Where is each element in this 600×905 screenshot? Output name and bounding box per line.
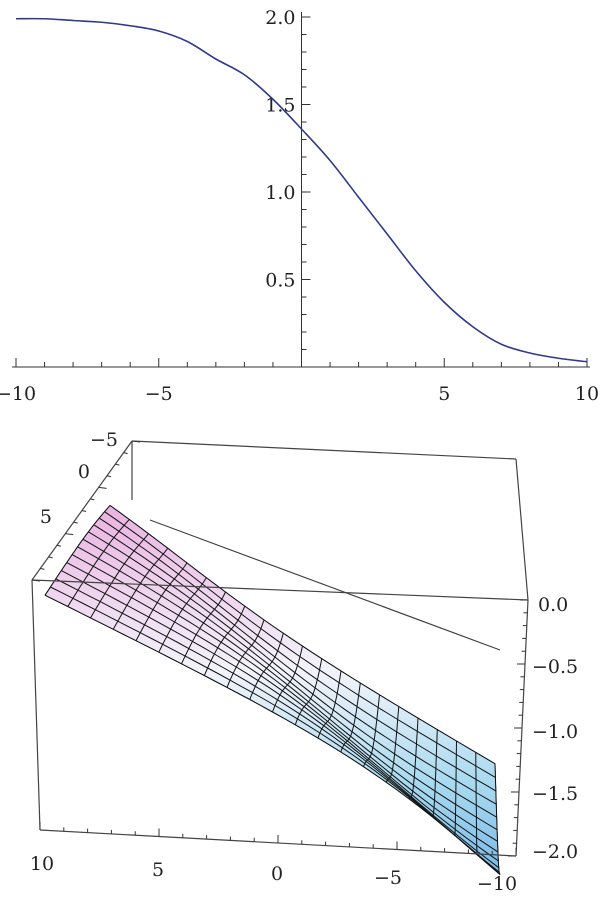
mesh-line-x <box>66 562 499 862</box>
surface-tick <box>115 463 120 466</box>
y-tick-label: 0.5 <box>265 270 295 292</box>
y-tick-label: 1.0 <box>265 182 295 204</box>
surface-z-tick-label: −0.5 <box>532 656 578 678</box>
box-edge-back-inner <box>149 519 501 651</box>
surface-x-tick-labels: 10 5 0 −5 −10 <box>30 853 517 895</box>
mesh-line-x <box>88 531 497 818</box>
surface-x-tick-label: 0 <box>271 863 283 885</box>
surface-tick <box>131 440 141 443</box>
x-tick-label: −5 <box>145 383 173 405</box>
mesh-line-x <box>104 511 496 778</box>
line-chart: −10 −5 5 10 0.5 1.0 1.5 2.0 <box>0 7 599 405</box>
x-minor-ticks <box>15 358 588 367</box>
box-edge-back-right <box>515 458 529 601</box>
surface-tick <box>48 556 53 559</box>
surface-tick <box>73 521 78 524</box>
surface-chart: 10 5 0 −5 −10 −5 0 5 0.0 −0.5 −1.0 −1.5 … <box>30 429 578 895</box>
surface-y-tick-labels: −5 0 5 <box>40 429 118 528</box>
surface-tick <box>90 498 95 501</box>
surface-z-tick-label: 0.0 <box>538 594 568 616</box>
surface-x-tick-label: −10 <box>477 873 517 895</box>
y-tick-label: 2.0 <box>265 7 295 29</box>
x-tick-labels: −10 −5 5 10 <box>0 383 599 405</box>
surface-x-tick-label: 10 <box>30 853 54 875</box>
mesh-line-x <box>109 504 496 765</box>
surface-z-tick-label: −1.0 <box>532 721 578 743</box>
mesh-line-x <box>71 554 499 853</box>
box-edge-front-left <box>31 579 41 831</box>
surface-y-tick-label: 5 <box>40 506 52 528</box>
surface-y-tick-label: 0 <box>78 461 90 483</box>
surface-tick <box>123 452 128 455</box>
mesh-line-x <box>93 524 497 805</box>
series-line <box>15 17 588 363</box>
surface-x-tick-label: −5 <box>374 867 402 889</box>
y-tick-labels: 0.5 1.0 1.5 2.0 <box>265 7 295 292</box>
mesh-line-x <box>77 546 498 842</box>
x-tick-label: 5 <box>438 383 450 405</box>
box-edge-back-top <box>131 440 517 460</box>
y-minor-ticks <box>301 16 311 350</box>
x-tick-label: −10 <box>0 383 36 405</box>
mesh-line-x <box>61 570 500 869</box>
surface-tick <box>40 567 45 570</box>
surface-tick <box>81 510 87 512</box>
surface-x-tick-label: 5 <box>152 859 164 881</box>
x-tick-label: 10 <box>575 383 599 405</box>
mesh-line-x <box>50 586 500 875</box>
surface-axis-ticks <box>31 440 528 857</box>
surface-tick <box>106 475 112 478</box>
surface-y-tick-label: −5 <box>90 429 118 451</box>
surface-tick <box>98 486 107 489</box>
surface-tick <box>56 544 62 547</box>
box-edge-mid-horizontal <box>31 579 529 601</box>
surface-z-tick-label: −1.5 <box>532 783 578 805</box>
mesh-line-x <box>44 594 501 875</box>
surface-z-tick-label: −2.0 <box>532 841 578 863</box>
surface-z-tick-labels: 0.0 −0.5 −1.0 −1.5 −2.0 <box>532 594 578 863</box>
surface-tick <box>31 579 41 582</box>
surface-mesh <box>44 504 501 876</box>
mesh-line-x <box>82 538 498 831</box>
mesh-line-x <box>98 517 497 792</box>
surface-tick <box>65 533 74 536</box>
